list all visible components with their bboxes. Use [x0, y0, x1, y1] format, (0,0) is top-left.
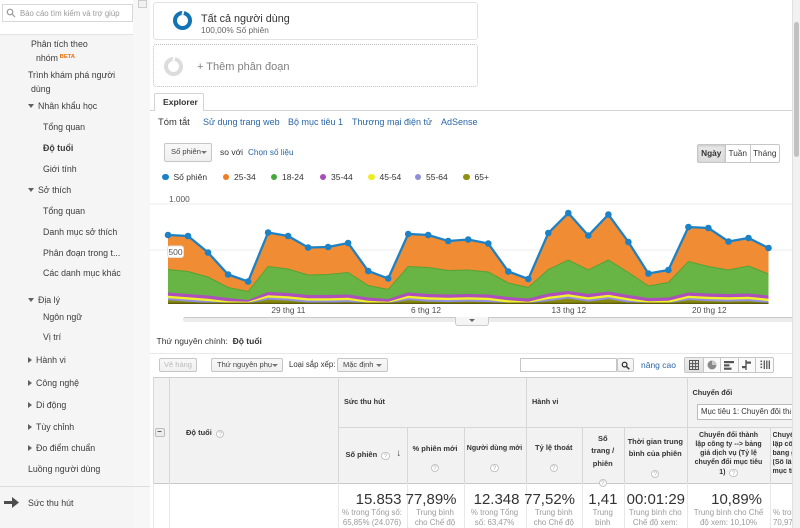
svg-text:500: 500: [168, 247, 182, 257]
